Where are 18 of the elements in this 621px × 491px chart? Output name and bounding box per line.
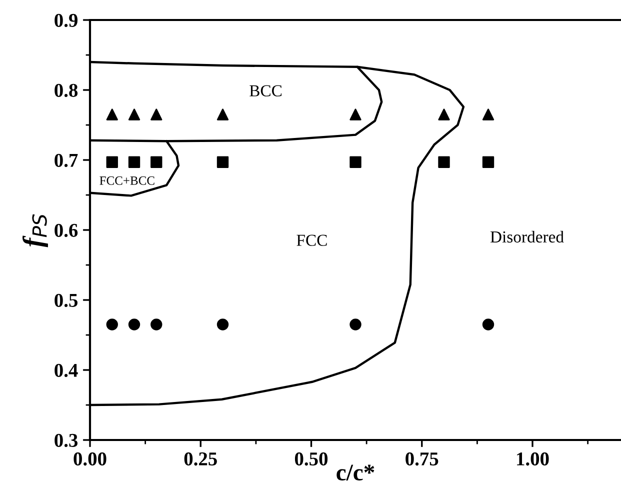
annotation: FCC+BCC: [100, 176, 154, 185]
y-tick-label: 0.9: [54, 14, 78, 28]
x-tick-label: 0.00: [74, 452, 106, 466]
y-tick-label: 0.6: [54, 224, 78, 238]
x-tick-label: 0.25: [184, 452, 217, 466]
x-tick-label: 1.00: [517, 452, 549, 466]
x-tick-label: 0.75: [406, 452, 438, 466]
y-tick-label: 0.8: [54, 84, 78, 98]
y-tick-label: 0.5: [54, 294, 78, 308]
y-axis-title: f$_{PS}$: [22, 214, 48, 248]
x-tick-label: 0.50: [294, 452, 328, 466]
y-tick-label: 0.4: [54, 364, 78, 378]
annotation: BCC: [250, 85, 282, 96]
annotation: FCC: [296, 234, 327, 246]
y-tick-label: 0.7: [54, 154, 78, 168]
x-axis-title: c/c*: [336, 464, 374, 480]
annotation: Disordered: [490, 230, 564, 243]
y-tick-label: 0.3: [54, 434, 78, 448]
